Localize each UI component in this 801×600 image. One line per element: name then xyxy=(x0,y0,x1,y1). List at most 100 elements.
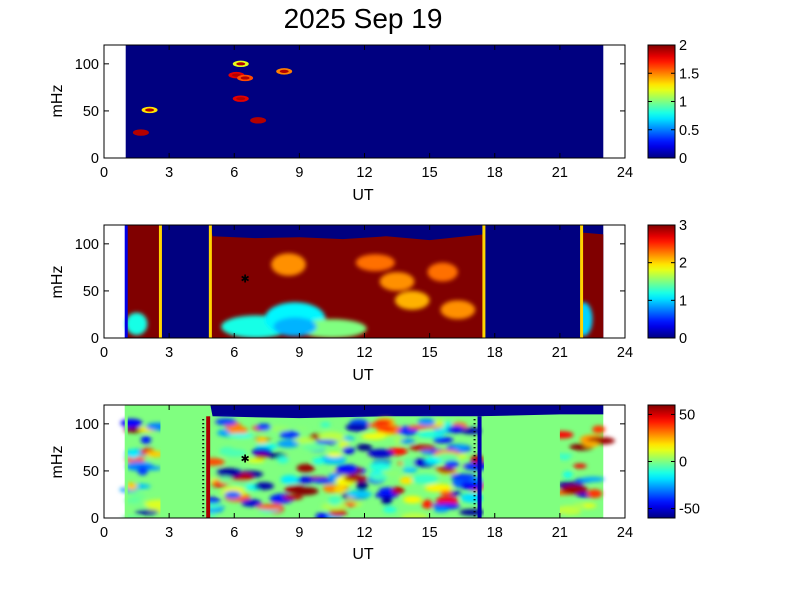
heatmap-cell xyxy=(216,468,242,478)
heatmap-cell xyxy=(427,262,458,282)
heatmap-cell xyxy=(435,452,459,461)
heatmap-cell xyxy=(271,253,306,276)
line-dot xyxy=(473,499,476,501)
heatmap-cell xyxy=(235,437,257,445)
line-dot xyxy=(473,447,476,449)
x-tick-label: 6 xyxy=(230,165,238,181)
colorbar-tick-label: -50 xyxy=(679,502,700,518)
heatmap-cell xyxy=(592,425,606,434)
heatmap-upper-region xyxy=(125,405,604,419)
heatmap-cell xyxy=(394,290,430,310)
line-dot xyxy=(202,455,205,457)
x-tick-label: 15 xyxy=(422,525,438,541)
heatmap-cell xyxy=(355,254,395,272)
heatmap-cell xyxy=(432,502,461,510)
heatmap-cell xyxy=(586,489,603,498)
colorbar-tick-label: 50 xyxy=(679,407,695,423)
gap-edge xyxy=(580,225,584,338)
line-dot xyxy=(473,483,476,485)
heatmap-cell xyxy=(367,449,394,458)
heatmap-features xyxy=(125,253,593,338)
heatmap-cell xyxy=(137,465,148,476)
heatmap-cell xyxy=(145,450,164,458)
line-dot xyxy=(202,471,205,473)
heatmap-cell xyxy=(346,490,372,499)
panel-3-xlabel: UT xyxy=(352,546,374,563)
line-dot xyxy=(473,423,476,425)
y-tick-label: 50 xyxy=(83,104,99,120)
colorbar-tick-label: 0 xyxy=(679,455,687,471)
y-tick-label: 50 xyxy=(83,464,99,480)
line-dot xyxy=(473,451,476,453)
heatmap-cell xyxy=(312,457,325,465)
heatmap-cell xyxy=(560,484,588,495)
heatmap-cell xyxy=(374,492,399,499)
colorbar-tick-label: 1 xyxy=(679,293,687,309)
panel-2-xticks: 0 3 6 9 12 15 18 21 24 xyxy=(100,225,633,361)
heatmap-cell xyxy=(256,504,283,510)
heatmap-cell xyxy=(335,464,358,474)
heatmap-cell xyxy=(273,317,317,337)
heatmap-cell xyxy=(444,460,459,468)
heatmap-cell xyxy=(320,421,331,428)
x-tick-label: 3 xyxy=(165,345,173,361)
line-dot xyxy=(202,459,205,461)
heatmap-cell xyxy=(446,425,465,434)
y-tick-label: 100 xyxy=(75,57,99,73)
heatmap-cell xyxy=(215,418,237,426)
vertical-line xyxy=(477,416,482,518)
heatmap-cell xyxy=(315,440,338,445)
no-data-gap xyxy=(483,225,582,338)
x-tick-label: 12 xyxy=(356,345,372,361)
y-tick-label: 100 xyxy=(75,417,99,433)
heatmap-cell xyxy=(403,496,422,504)
heatmap-cell xyxy=(342,446,355,455)
x-tick-label: 21 xyxy=(552,165,568,181)
heatmap-cell xyxy=(319,454,347,465)
heatmap-cell xyxy=(417,431,445,438)
heatmap-cell xyxy=(333,485,346,494)
heatmap-cell xyxy=(450,473,477,481)
x-tick-label: 12 xyxy=(356,525,372,541)
panel-1-xlabel: UT xyxy=(352,187,374,204)
panel-1-colorbar: 0 0.5 1 1.5 2 xyxy=(647,38,699,167)
heatmap-cell xyxy=(254,453,268,459)
line-dot xyxy=(202,467,205,469)
edge-sliver xyxy=(124,405,128,518)
heatmap-cell xyxy=(460,492,484,503)
line-dot xyxy=(473,427,476,429)
heatmap-cell xyxy=(562,471,573,479)
heatmap-cell xyxy=(399,476,414,485)
y-tick-label: 0 xyxy=(91,151,99,167)
heatmap-cell xyxy=(460,480,483,490)
colorbar-tick-label: 3 xyxy=(679,218,687,234)
line-dot xyxy=(473,507,476,509)
heatmap-cell xyxy=(302,442,326,451)
heatmap-cell xyxy=(227,433,254,438)
heatmap-cell xyxy=(361,433,386,440)
line-dot xyxy=(473,503,476,505)
heatmap-cell xyxy=(297,476,314,484)
heatmap-image: ✱ xyxy=(119,405,615,518)
line-dot xyxy=(473,495,476,497)
no-data-gap xyxy=(483,416,560,518)
heatmap-cell xyxy=(581,476,605,482)
heatmap-cell xyxy=(315,512,330,518)
heatmap-cell xyxy=(130,492,146,500)
heatmap-cell xyxy=(223,448,247,458)
heatmap-cell xyxy=(356,443,373,451)
heatmap-cell xyxy=(279,69,289,73)
heatmap-cell xyxy=(321,502,348,511)
x-tick-label: 0 xyxy=(100,345,108,361)
line-dot xyxy=(473,471,476,473)
heatmap-cell xyxy=(417,418,436,426)
line-dot xyxy=(202,419,205,421)
heatmap-cell xyxy=(240,76,250,80)
heatmap-cell xyxy=(328,496,342,506)
line-dot xyxy=(202,423,205,425)
heatmap-cell xyxy=(254,482,274,490)
x-tick-label: 9 xyxy=(295,525,303,541)
heatmap-cell xyxy=(369,473,388,481)
panel-2-colorbar: 0 1 2 3 xyxy=(647,218,687,347)
